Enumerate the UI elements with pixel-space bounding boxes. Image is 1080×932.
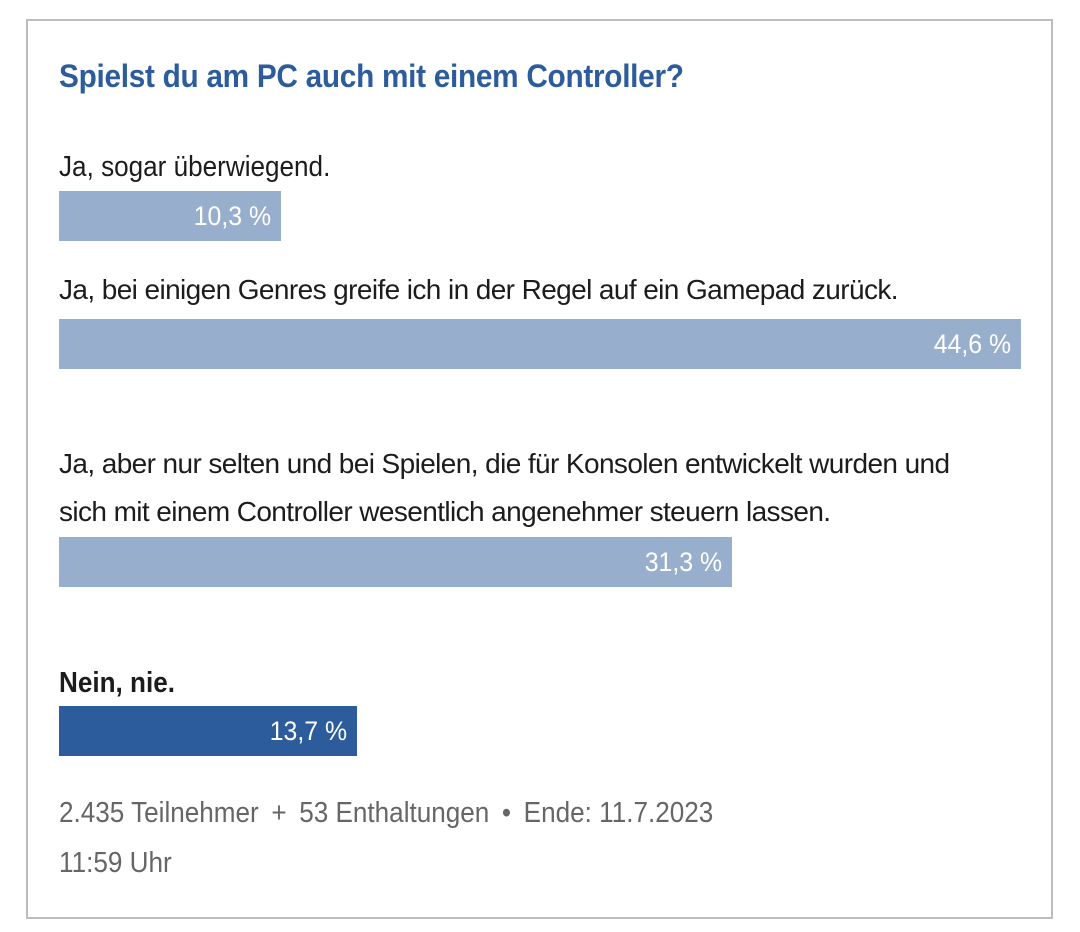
poll-widget [26,19,1053,919]
result-bar: 31,3 % [59,537,732,587]
option-label: Ja, bei einigen Genres greife ich in der… [59,274,899,305]
bar-value: 31,3 % [644,546,722,577]
bar-track: 44,6 % [59,319,1021,369]
poll-option: Ja, bei einigen Genres greife ich in der… [59,268,1021,369]
poll-title: Spielst du am PC auch mit einem Controll… [59,58,684,94]
option-label: Ja, sogar überwiegend. [59,151,331,183]
bar-value: 13,7 % [269,715,347,746]
poll-stats: 2.435 Teilnehmer +53 Enthaltungen • Ende: 1… [59,788,959,838]
option-label: Ja, aber nur selten und bei Spielen, die… [59,448,950,527]
poll-option: Ja, aber nur selten und bei Spielen, die… [59,440,1021,587]
participant-count: 2.435 Teilnehmer [59,797,259,829]
bar-value: 10,3 % [193,200,271,231]
poll-option-selected: Nein, nie. 13,7 % [59,661,1021,756]
end-time: 11:59 Uhr [59,847,172,879]
result-bar: 44,6 % [59,319,1021,369]
result-bar-highlighted: 13,7 % [59,706,357,756]
plus-separator: + [271,797,287,829]
poll-option: Ja, sogar überwiegend. 10,3 % [59,145,1021,241]
bar-track: 10,3 % [59,191,1021,241]
bar-value: 44,6 % [933,328,1011,359]
bar-track: 31,3 % [59,537,1021,587]
bullet-separator: • [501,797,512,829]
bar-track: 13,7 % [59,706,1021,756]
end-date: Ende: 11.7.2023 [523,797,714,829]
abstention-count: 53 Enthaltungen [299,797,490,829]
poll-footer: 2.435 Teilnehmer +53 Enthaltungen • Ende: 1… [59,788,959,888]
result-bar: 10,3 % [59,191,281,241]
option-label: Nein, nie. [59,667,176,699]
